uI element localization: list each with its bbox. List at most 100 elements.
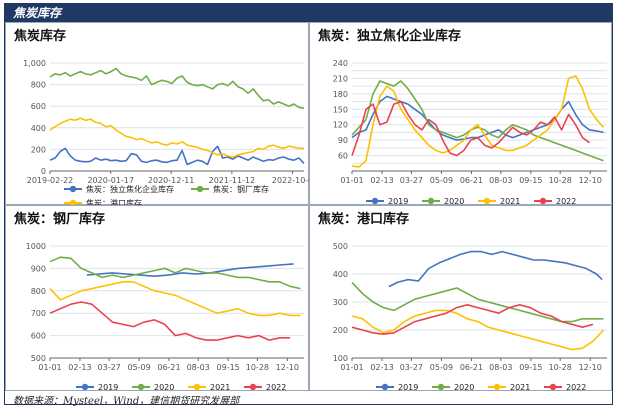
chart-port: 100 200 300 400 500 01-01 02-13 03-27 05-09 06-21… bbox=[333, 242, 607, 392]
x-tick-label: 01-01 bbox=[340, 176, 363, 185]
chart-panel-total: 焦炭库存 0 200 400 600 800 1,000 2019-02-22 2020-01… bbox=[5, 22, 310, 206]
legend-label: 焦炭：港口库存 bbox=[86, 198, 142, 206]
y-tick-label: 800 bbox=[31, 81, 46, 90]
y-tick-label: 200 bbox=[333, 326, 348, 335]
legend-swatch-marker bbox=[437, 383, 445, 391]
series-line-3 bbox=[351, 304, 594, 335]
legend-label: 2021 bbox=[500, 197, 520, 206]
y-tick-label: 180 bbox=[333, 90, 348, 99]
panel-title: 焦炭：港口库存 bbox=[318, 212, 410, 227]
x-tick-label: 06-21 bbox=[157, 363, 180, 372]
series-line-0 bbox=[86, 263, 294, 277]
y-tick-label: 1,000 bbox=[23, 59, 46, 68]
y-tick-label: 120 bbox=[333, 121, 348, 130]
legend-label: 2022 bbox=[566, 383, 586, 392]
x-tick-label: 01-01 bbox=[340, 363, 363, 372]
series-line-2 bbox=[49, 281, 301, 317]
legend-swatch-marker bbox=[483, 197, 491, 205]
series-line-2 bbox=[351, 75, 605, 168]
x-tick-label: 06-21 bbox=[460, 176, 483, 185]
x-tick-label: 02-13 bbox=[370, 176, 393, 185]
y-tick-label: 500 bbox=[31, 354, 46, 363]
chart-panel-steel-mill: 焦炭：钢厂库存 500 600 700 800 900 1000 01-01 02-13 03-… bbox=[5, 205, 309, 392]
y-tick-label: 0 bbox=[41, 167, 46, 176]
chart-steel-mill: 500 600 700 800 900 1000 01-01 02-13 03-27 05-09 0… bbox=[26, 242, 304, 392]
y-tick-label: 240 bbox=[333, 59, 348, 68]
chart-total: 0 200 400 600 800 1,000 2019-02-22 2020-01-17 20… bbox=[23, 59, 310, 206]
series-line-1 bbox=[49, 256, 301, 290]
x-tick-label: 09-15 bbox=[217, 363, 240, 372]
chart-panel-port: 焦炭：港口库存 100 200 300 400 500 01-01 02-13 03-27 05… bbox=[309, 205, 612, 392]
legend-swatch-marker bbox=[371, 197, 379, 205]
legend-label: 2022 bbox=[556, 197, 576, 206]
panel-title: 焦炭：钢厂库存 bbox=[14, 212, 106, 227]
x-tick-label: 01-01 bbox=[38, 363, 61, 372]
legend-label: 2019 bbox=[388, 197, 408, 206]
legend-swatch-marker bbox=[249, 383, 257, 391]
x-tick-label: 05-09 bbox=[430, 176, 453, 185]
legend-swatch-marker bbox=[539, 197, 547, 205]
legend-label: 2019 bbox=[98, 383, 118, 392]
y-tick-label: 150 bbox=[333, 105, 348, 114]
x-tick-label: 12-10 bbox=[579, 363, 602, 372]
y-tick-label: 200 bbox=[31, 145, 46, 154]
x-tick-label: 2020-01-17 bbox=[87, 176, 134, 185]
x-tick-label: 09-15 bbox=[519, 363, 542, 372]
legend-label: 2021 bbox=[510, 383, 530, 392]
legend-swatch-marker bbox=[427, 197, 435, 205]
legend-swatch-marker bbox=[493, 383, 501, 391]
x-tick-label: 03-27 bbox=[98, 363, 121, 372]
y-tick-label: 700 bbox=[31, 309, 46, 318]
legend-label: 焦炭：钢厂库存 bbox=[213, 184, 269, 194]
series-line-0 bbox=[351, 95, 604, 141]
x-tick-label: 02-13 bbox=[370, 363, 393, 372]
series-line-2 bbox=[351, 309, 605, 351]
series-line-0 bbox=[49, 145, 305, 166]
y-tick-label: 300 bbox=[333, 298, 348, 307]
y-tick-label: 400 bbox=[31, 124, 46, 133]
series-line-2 bbox=[49, 117, 304, 158]
x-tick-label: 05-09 bbox=[127, 363, 150, 372]
legend-swatch-marker bbox=[69, 185, 77, 193]
series-line-1 bbox=[49, 67, 305, 110]
chart-panel-independent: 焦炭：独立焦化企业库存 60 90 120 150 180 210 240 01-01 02-1… bbox=[309, 22, 612, 206]
x-tick-label: 05-09 bbox=[430, 363, 453, 372]
series-line-3 bbox=[351, 100, 590, 157]
legend-label: 2020 bbox=[154, 383, 174, 392]
y-tick-label: 800 bbox=[31, 287, 46, 296]
x-tick-label: 10-28 bbox=[549, 363, 572, 372]
panel-title: 焦炭库存 bbox=[14, 29, 67, 44]
x-tick-label: 08-03 bbox=[187, 363, 210, 372]
y-tick-label: 90 bbox=[338, 136, 348, 145]
x-tick-label: 02-13 bbox=[68, 363, 91, 372]
legend-label: 2022 bbox=[266, 383, 286, 392]
y-tick-label: 900 bbox=[31, 264, 46, 273]
x-tick-label: 03-27 bbox=[400, 176, 423, 185]
y-tick-label: 600 bbox=[31, 102, 46, 111]
series-line-1 bbox=[351, 80, 604, 162]
x-tick-label: 06-21 bbox=[460, 363, 483, 372]
series-line-0 bbox=[388, 250, 603, 288]
x-tick-label: 2021-11-12 bbox=[209, 176, 256, 185]
y-tick-label: 500 bbox=[333, 242, 348, 251]
x-tick-label: 2020-12-11 bbox=[148, 176, 195, 185]
x-tick-label: 10-28 bbox=[246, 363, 269, 372]
x-tick-label: 08-03 bbox=[489, 363, 512, 372]
legend-swatch-marker bbox=[69, 199, 77, 206]
y-tick-label: 100 bbox=[333, 354, 348, 363]
legend-swatch-marker bbox=[549, 383, 557, 391]
legend-label: 2020 bbox=[444, 197, 464, 206]
x-tick-label: 09-15 bbox=[519, 176, 542, 185]
legend-swatch-marker bbox=[193, 383, 201, 391]
legend-swatch-marker bbox=[381, 383, 389, 391]
x-tick-label: 2019-02-22 bbox=[27, 176, 74, 185]
y-tick-label: 1000 bbox=[26, 242, 46, 251]
x-tick-label: 2022-10-0 bbox=[272, 176, 310, 185]
legend-swatch-marker bbox=[196, 185, 204, 193]
y-tick-label: 210 bbox=[333, 74, 348, 83]
source-note: 数据来源：Mysteel，Wind，建信期货研究发展部 bbox=[13, 396, 240, 407]
panel-title: 焦炭：独立焦化企业库存 bbox=[318, 29, 462, 44]
x-tick-label: 08-03 bbox=[489, 176, 512, 185]
section-title-bar: 焦炭库存 bbox=[5, 4, 612, 22]
series-line-3 bbox=[49, 301, 291, 341]
